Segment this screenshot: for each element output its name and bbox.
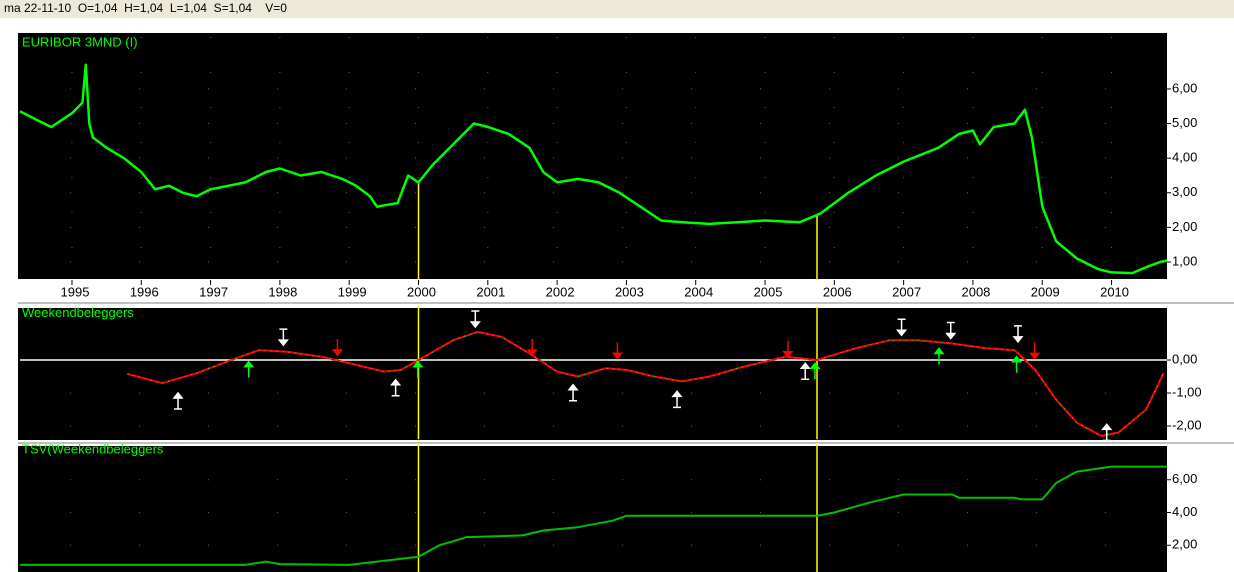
y-tick-label: -2,00: [1172, 417, 1202, 432]
signal-arrow: [331, 339, 343, 357]
signal-arrow: [809, 362, 821, 380]
x-tick-label: 2001: [476, 284, 505, 299]
y-tick-label: 4,00: [1172, 150, 1197, 165]
x-tick-label: 1997: [199, 284, 228, 299]
signal-arrow: [526, 339, 538, 357]
x-tick-label: 2010: [1100, 284, 1129, 299]
signal-arrow: [945, 321, 957, 340]
y-tick-label: 1,00: [1172, 253, 1197, 268]
x-tick-label: 1999: [338, 284, 367, 299]
signal-arrow: [567, 383, 579, 402]
signal-arrow: [933, 347, 945, 365]
data-line: [127, 330, 1165, 437]
panel-title: EURIBOR 3MND (I): [22, 34, 138, 49]
signal-arrow: [172, 391, 184, 410]
y-tick-label: 5,00: [1172, 115, 1197, 130]
y-tick-label: 2,00: [1172, 219, 1197, 234]
signal-arrow: [799, 362, 811, 381]
signal-arrow: [1011, 355, 1023, 373]
y-tick-label: 0,00: [1172, 351, 1197, 366]
panel-title: Weekendbeleggers: [22, 305, 134, 320]
x-tick-label: 1998: [268, 284, 297, 299]
x-tick-label: 2002: [546, 284, 575, 299]
x-tick-label: 2004: [684, 284, 713, 299]
data-line: [20, 465, 1167, 566]
signal-arrow: [611, 342, 623, 360]
status-text: ma 22-11-10 O=1,04 H=1,04 L=1,04 S=1,04 …: [4, 1, 287, 15]
x-tick-label: 2009: [1031, 284, 1060, 299]
signal-arrow: [390, 378, 402, 397]
x-tick-label: 2007: [892, 284, 921, 299]
panel-bg: [18, 308, 1167, 440]
y-tick-label: 6,00: [1172, 471, 1197, 486]
signal-arrow: [896, 318, 908, 337]
y-tick-label: 4,00: [1172, 504, 1197, 519]
signal-arrow: [412, 360, 424, 378]
signal-arrow: [1012, 325, 1024, 344]
x-tick-label: 1995: [61, 284, 90, 299]
signal-arrow: [782, 340, 794, 358]
panel-bg: [18, 33, 1167, 279]
data-line: [19, 63, 1168, 275]
panel-bg: [18, 446, 1167, 572]
signal-arrow: [1101, 423, 1113, 442]
signal-arrow: [671, 390, 683, 409]
y-tick-label: 2,00: [1172, 537, 1197, 552]
y-tick-label: 0,00: [1172, 569, 1197, 572]
x-tick-label: 2008: [961, 284, 990, 299]
x-tick-label: 2003: [615, 284, 644, 299]
signal-arrow: [277, 328, 289, 347]
status-bar: [0, 0, 1234, 18]
panel-title: TSV(Weekendbeleggers: [22, 441, 164, 456]
x-tick-label: 2000: [407, 284, 436, 299]
x-tick-label: 2005: [754, 284, 783, 299]
x-tick-label: 1996: [130, 284, 159, 299]
signal-arrow: [1029, 342, 1041, 360]
signal-arrow: [469, 310, 481, 329]
signal-arrow: [243, 360, 255, 378]
y-tick-label: 3,00: [1172, 184, 1197, 199]
y-tick-label: -1,00: [1172, 384, 1202, 399]
y-tick-label: 6,00: [1172, 80, 1197, 95]
x-tick-label: 2006: [823, 284, 852, 299]
